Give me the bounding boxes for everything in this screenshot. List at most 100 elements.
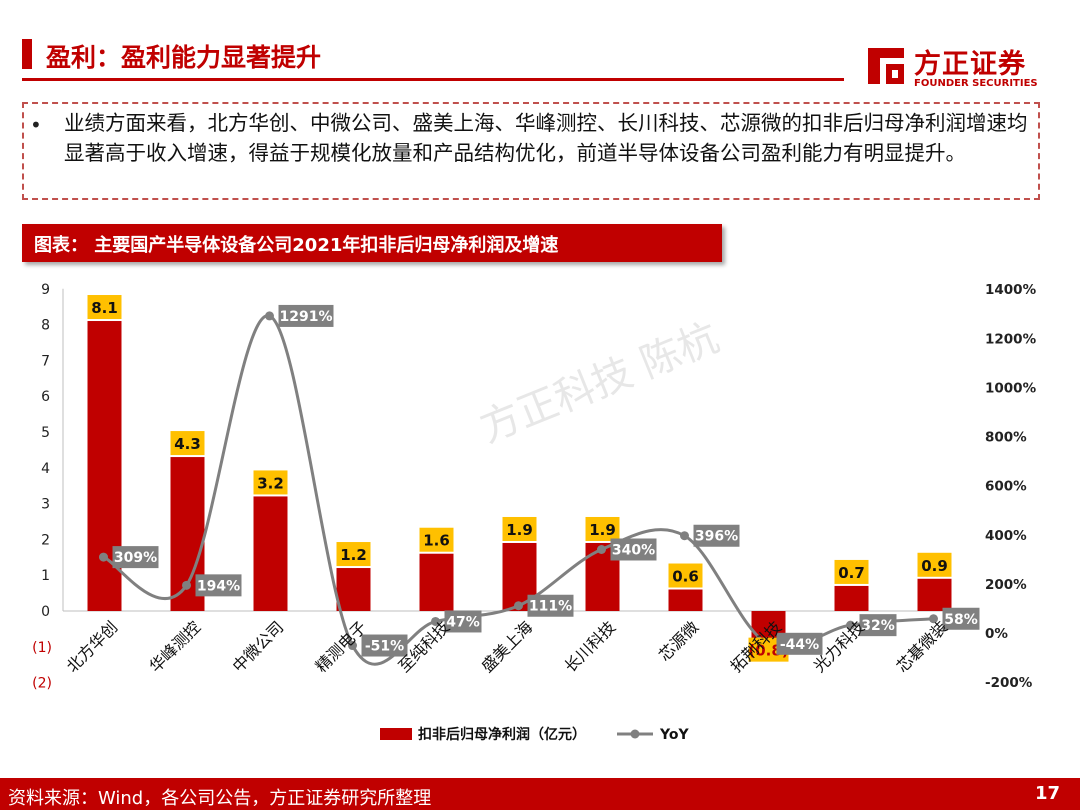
- category-label: 盛美上海: [478, 617, 537, 676]
- yoy-value-label: 340%: [612, 542, 655, 558]
- bar-value-label: 1.9: [589, 521, 616, 539]
- bar: [917, 578, 952, 611]
- yoy-label-bg: [859, 614, 897, 637]
- left-tick-label: 4: [41, 461, 50, 477]
- chart-header: 图表： 主要国产半导体设备公司2021年扣非后归母净利润及增速: [22, 224, 722, 262]
- yoy-value-label: 47%: [446, 614, 480, 630]
- combo-chart: (2) (1) 0 1 2 3 4 5 6 7 8 9 -200% 0% 200% 400% 600% 800% 1…: [32, 282, 1037, 743]
- yoy-label-bg: [610, 538, 657, 561]
- bar-label-bg: [834, 559, 869, 584]
- yoy-label-bg: [444, 610, 482, 633]
- yoy-point: [348, 641, 357, 651]
- yoy-label-bg: [776, 632, 823, 655]
- left-tick-label: 9: [41, 282, 50, 298]
- right-tick-label: 0%: [985, 626, 1008, 642]
- chart-title: 图表： 主要国产半导体设备公司2021年扣非后归母净利润及增速: [34, 235, 559, 256]
- yoy-label-bg: [693, 524, 740, 547]
- bar-label-bg: [336, 542, 371, 567]
- right-tick-label: 600%: [985, 479, 1027, 495]
- right-tick-label: -200%: [985, 675, 1033, 691]
- bar-label-bg: [253, 470, 288, 495]
- right-tick-label: 200%: [985, 577, 1027, 593]
- right-tick-label: 1000%: [985, 380, 1037, 396]
- logo-cn-text: 方正证券: [914, 49, 1026, 80]
- summary-text: 业绩方面来看，北方华创、中微公司、盛美上海、华峰测控、长川科技、芯源微的扣非后归…: [64, 111, 1028, 165]
- yoy-label-bg: [361, 634, 408, 657]
- bar-value-label: 8.1: [91, 299, 118, 317]
- yoy-point: [182, 580, 191, 590]
- yoy-value-label: 396%: [695, 529, 738, 545]
- right-tick-label: 800%: [985, 430, 1027, 446]
- category-label: 北方华创: [63, 617, 122, 676]
- founder-logo: 方正证券 FOUNDER SECURITIES: [864, 42, 1044, 92]
- bar-value-label: 0.7: [838, 564, 865, 582]
- yoy-value-label: 111%: [529, 599, 572, 615]
- left-tick-label: 6: [41, 389, 50, 405]
- bar: [253, 496, 288, 611]
- bar-value-label: 3.2: [257, 474, 284, 492]
- yoy-value-label: 194%: [197, 578, 240, 594]
- legend-bar-swatch: [380, 728, 412, 740]
- left-tick-label: 5: [41, 425, 50, 441]
- page-title: 盈利：盈利能力显著提升: [46, 43, 322, 72]
- right-tick-label: 1400%: [985, 282, 1037, 298]
- bar-label-bg: [87, 295, 122, 320]
- summary-box: [22, 102, 1040, 200]
- bar: [419, 553, 454, 611]
- bar-value-label: 4.3: [174, 435, 201, 453]
- bar-label-bg: [917, 552, 952, 577]
- yoy-point: [680, 531, 689, 541]
- yoy-label-bg: [942, 607, 980, 630]
- yoy-value-label: 32%: [861, 618, 895, 634]
- logo-en-text: FOUNDER SECURITIES: [914, 78, 1038, 89]
- left-tick-label: 2: [41, 532, 50, 548]
- bar: [834, 585, 869, 611]
- title-accent-bar: [22, 39, 32, 69]
- bullet-dot: •: [30, 113, 42, 137]
- bar-label-bg: [419, 527, 454, 552]
- source-note: 资料来源：Wind，各公司公告，方正证券研究所整理: [8, 788, 432, 809]
- left-tick-label: 0: [41, 604, 50, 620]
- left-tick-label: 1: [41, 568, 50, 584]
- yoy-label-bg: [278, 304, 334, 327]
- left-tick-label: 7: [41, 353, 50, 369]
- yoy-point: [265, 311, 274, 321]
- category-label: 中微公司: [229, 617, 288, 676]
- bar-value-label: 1.6: [423, 532, 450, 550]
- category-label: 华峰测控: [146, 617, 205, 676]
- footer-bar: 资料来源：Wind，各公司公告，方正证券研究所整理 17: [0, 778, 1080, 810]
- yoy-label-bg: [112, 546, 159, 569]
- yoy-line: [102, 314, 934, 666]
- yoy-point: [929, 614, 938, 624]
- yoy-point: [597, 544, 606, 554]
- legend-bar-label: 扣非后归母净利润（亿元）: [418, 726, 586, 743]
- bar-label-bg: [170, 431, 205, 456]
- right-tick-label: 1200%: [985, 331, 1037, 347]
- yoy-value-label: 58%: [944, 612, 978, 628]
- yoy-point: [514, 601, 523, 611]
- page-number: 17: [1034, 783, 1060, 804]
- bar: [668, 589, 703, 611]
- yoy-value-label: 1291%: [280, 309, 333, 325]
- yoy-label-bg: [195, 574, 242, 597]
- yoy-point: [99, 552, 108, 562]
- left-tick-label: (2): [32, 676, 52, 692]
- yoy-value-label: -44%: [780, 637, 819, 653]
- title-underline: [22, 78, 844, 81]
- yoy-point: [846, 620, 855, 630]
- bar-label-bg: [585, 516, 620, 541]
- category-label: 芯碁微装: [893, 617, 952, 676]
- left-tick-label: 8: [41, 318, 50, 334]
- legend-line-marker: [630, 729, 640, 739]
- left-tick-label: (1): [32, 640, 52, 656]
- bar-label-bg: [668, 563, 703, 588]
- category-label: 长川科技: [561, 617, 620, 676]
- yoy-point: [431, 616, 440, 626]
- category-label: 芯源微: [655, 617, 702, 664]
- bar: [336, 568, 371, 611]
- right-tick-label: 400%: [985, 528, 1027, 544]
- left-tick-label: 3: [41, 497, 50, 513]
- yoy-label-bg: [527, 594, 574, 617]
- bar-value-label: 0.6: [672, 568, 699, 586]
- bar-value-label: 1.9: [506, 521, 533, 539]
